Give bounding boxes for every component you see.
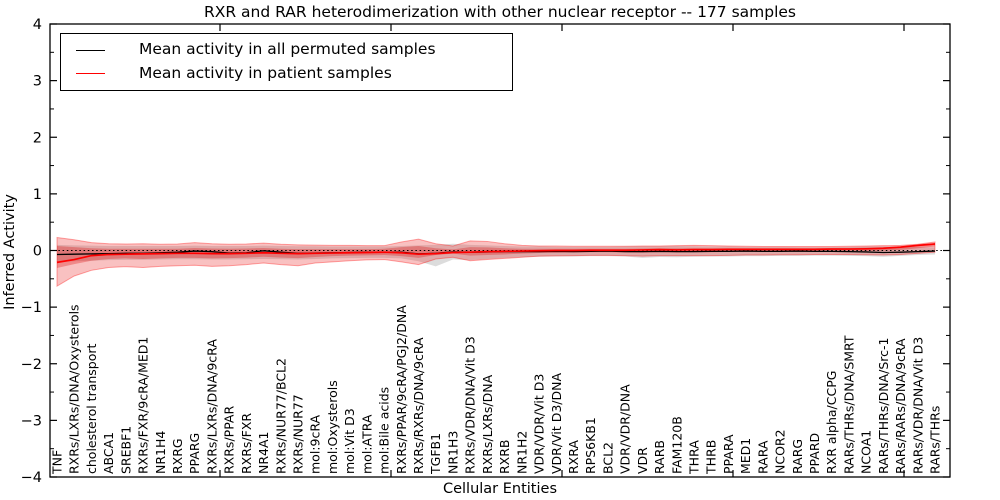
legend: Mean activity in all permuted samples Me… — [60, 33, 513, 91]
y-tick-label: 4 — [33, 17, 42, 33]
x-category-label: RARs/THRs/DNA/Src-1 — [876, 338, 891, 474]
y-tick-label: 2 — [33, 130, 42, 146]
x-category-label: TNF — [50, 450, 65, 475]
x-category-label: VDR/VDR/Vit D3 — [532, 374, 547, 474]
legend-label-permuted: Mean activity in all permuted samples — [139, 40, 436, 59]
x-category-label: ABCA1 — [101, 432, 116, 474]
x-category-label: RXRs/LXRs/DNA/Oxysterols — [67, 304, 82, 474]
legend-line-patient-icon — [76, 73, 105, 75]
x-category-label: mol:Oxysterols — [325, 380, 340, 474]
chart-title: RXR and RAR heterodimerization with othe… — [203, 3, 797, 21]
x-category-label: RXRG — [170, 438, 185, 474]
y-tick-label: 3 — [33, 74, 42, 90]
band-patient-range-outer — [56, 236, 936, 288]
x-category-label: mol:Bile acids — [377, 387, 392, 474]
x-category-label: NR1H4 — [153, 431, 168, 474]
y-tick-label: 1 — [33, 187, 42, 203]
x-category-label: PPARD — [807, 433, 822, 474]
y-tick-label: −1 — [21, 300, 42, 316]
x-category-label: VDR — [635, 447, 650, 474]
y-tick-label: 0 — [33, 244, 42, 260]
x-category-label: PPARA — [721, 434, 736, 474]
x-category-label: cholesterol transport — [84, 343, 99, 474]
x-category-label: RARB — [652, 440, 667, 474]
x-category-label: BCL2 — [600, 442, 615, 474]
y-tick-label: −4 — [21, 470, 42, 486]
x-category-label: PPARG — [187, 433, 202, 474]
x-axis-label: Cellular Entities — [442, 481, 558, 497]
x-category-label: THRB — [704, 440, 719, 475]
x-category-label: mol:9cRA — [308, 414, 323, 474]
x-category-label: RXRs/PPAR/9cRA/PGJ2/DNA — [394, 305, 409, 474]
y-tick-label: −3 — [21, 413, 42, 429]
x-category-label: RARs/RARs/DNA/9cRA — [893, 338, 908, 474]
x-category-label: RPS6KB1 — [583, 417, 598, 474]
x-category-label: NR1H3 — [445, 431, 460, 474]
x-category-label: NCOR2 — [773, 429, 788, 474]
legend-item-patient: Mean activity in patient samples — [76, 66, 512, 82]
x-category-label: VDR/Vit D3/DNA — [549, 373, 564, 474]
x-category-label: VDR/VDR/DNA — [618, 384, 633, 474]
x-category-label: RARs/VDR/DNA/Vit D3 — [910, 337, 925, 474]
x-category-label: RXRs/RXRs/DNA/9cRA — [411, 337, 426, 474]
x-category-label: RXRs/FXR — [239, 413, 254, 474]
x-category-label: RXRs/PPAR — [222, 406, 237, 474]
x-category-label: RXRs/FXR/9cRA/MED1 — [136, 337, 151, 474]
x-category-label: RXRs/VDR/DNA/Vit D3 — [463, 336, 478, 474]
x-category-label: RARs/THRs — [928, 406, 943, 474]
x-category-label: RARA — [755, 440, 770, 474]
x-category-label: RXRs/NUR77 — [291, 394, 306, 474]
x-category-label: NCOA1 — [859, 430, 874, 474]
x-category-label: RARs/THRs/DNA/SMRT — [841, 335, 856, 474]
y-tick-label: −2 — [21, 357, 42, 373]
x-category-label: NR1H2 — [514, 431, 529, 474]
x-category-label: mol:Vit D3 — [342, 408, 357, 474]
legend-item-permuted: Mean activity in all permuted samples — [76, 42, 512, 58]
legend-line-permuted-icon — [76, 49, 105, 51]
x-category-label: RARG — [790, 439, 805, 474]
x-category-label: RXRs/NUR77/BCL2 — [273, 358, 288, 474]
x-category-label: RXRA — [566, 440, 581, 474]
x-category-label: MED1 — [738, 438, 753, 474]
x-category-label: THRA — [686, 440, 701, 475]
x-category-label: NR4A1 — [256, 432, 271, 475]
x-category-label: RXRB — [497, 439, 512, 474]
line-patient-mean — [56, 243, 936, 264]
x-category-label: TGFB1 — [428, 433, 443, 475]
x-category-label: RXRs/LXRs/DNA/9cRA — [204, 339, 219, 474]
x-category-label: SREBF1 — [118, 426, 133, 474]
legend-label-patient: Mean activity in patient samples — [139, 64, 392, 83]
x-category-label: RXRs/LXRs/DNA — [480, 374, 495, 474]
x-category-label: RXR alpha/CCPG — [824, 371, 839, 474]
x-category-label: mol:ATRA — [359, 414, 374, 474]
x-category-label: FAM120B — [669, 416, 684, 474]
